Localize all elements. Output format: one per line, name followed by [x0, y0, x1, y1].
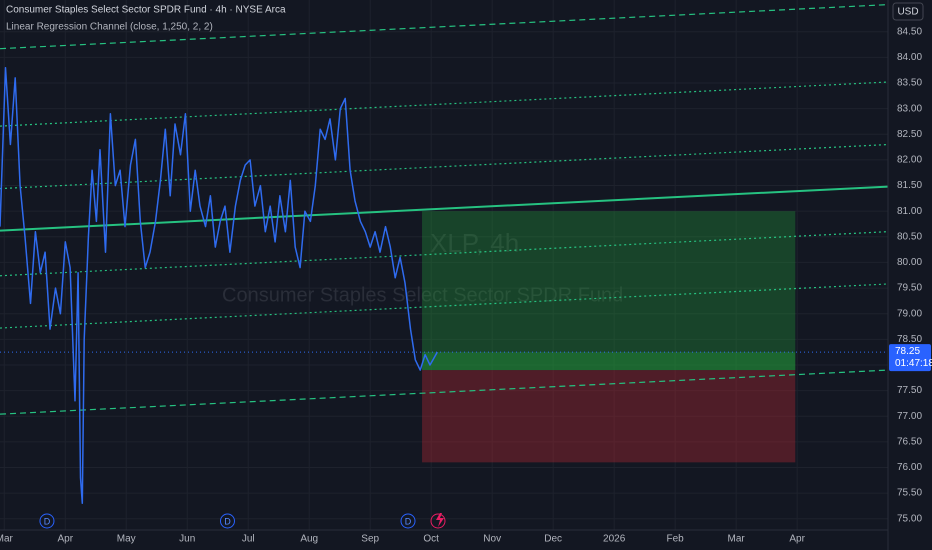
y-tick-label: 79.50 — [897, 283, 922, 294]
y-tick-label: 76.00 — [897, 462, 922, 473]
currency[interactable]: USD — [897, 7, 918, 18]
channel-line — [0, 231, 889, 277]
y-tick-label: 82.50 — [897, 129, 922, 140]
y-tick-label: 77.00 — [897, 411, 922, 422]
x-tick-label: Sep — [361, 534, 379, 545]
channel-line — [0, 81, 889, 127]
x-tick-label: Oct — [423, 534, 439, 545]
currency-button[interactable] — [892, 2, 924, 21]
loss-zone — [422, 370, 796, 463]
open-pnl — [422, 352, 796, 371]
earnings-icon[interactable] — [436, 513, 444, 527]
x-tick-label: Jul — [242, 534, 255, 545]
event-marker[interactable] — [39, 513, 55, 529]
profit-zone — [422, 211, 796, 371]
event-label: D — [224, 516, 231, 526]
plot — [0, 4, 889, 505]
indicator-label: Linear Regression Channel (close, 1,250,… — [6, 22, 213, 33]
price-line — [0, 66, 438, 505]
x-tick-label: Apr — [57, 534, 73, 545]
x-tick-label: Jun — [179, 534, 195, 545]
y-tick-label: 75.00 — [897, 513, 922, 524]
watermark-name: Consumer Staples Select Sector SPDR Fund — [222, 284, 623, 306]
grid — [0, 0, 888, 530]
y-tick-label: 81.00 — [897, 206, 922, 217]
y-tick-label: 77.50 — [897, 385, 922, 396]
earnings-icon[interactable] — [430, 513, 446, 529]
y-tick-label: 80.00 — [897, 257, 922, 268]
event-label: D — [405, 516, 412, 526]
channel-line — [0, 283, 889, 329]
x-tick-label: May — [117, 534, 136, 545]
last-price-label: 78.25 — [895, 346, 920, 357]
watermark-symbol: XLP, 4h — [430, 228, 519, 258]
y-tick-label: 83.00 — [897, 103, 922, 114]
channel-line — [0, 185, 889, 232]
x-tick-label: Mar — [728, 534, 746, 545]
x-tick-label: Aug — [300, 534, 318, 545]
y-tick-label: 84.50 — [897, 26, 922, 37]
event-label: D — [44, 516, 51, 526]
watermark: XLP, 4h Consumer Staples Select Sector S… — [222, 228, 623, 306]
countdown: 01:47:18 — [895, 358, 932, 369]
x-tick-label: Mar — [0, 534, 14, 545]
event-marker[interactable] — [219, 513, 235, 529]
y-tick-label: 75.50 — [897, 488, 922, 499]
x-tick-label: 2026 — [603, 534, 626, 545]
last-price-tag — [889, 344, 931, 372]
x-tick-label: Dec — [544, 534, 562, 545]
channel-line — [0, 4, 889, 50]
y-tick-label: 82.00 — [897, 155, 922, 166]
y-tick-label: 79.00 — [897, 308, 922, 319]
y-tick-label: 84.00 — [897, 52, 922, 63]
x-tick-label: Nov — [483, 534, 501, 545]
y-tick-label: 80.50 — [897, 231, 922, 242]
event-marker[interactable] — [400, 513, 416, 529]
y-tick-label: 76.50 — [897, 436, 922, 447]
y-tick-label: 78.50 — [897, 334, 922, 345]
y-tick-label: 83.50 — [897, 78, 922, 89]
channel-line — [0, 143, 889, 190]
x-tick-label: Apr — [789, 534, 805, 545]
y-tick-label: 81.50 — [897, 180, 922, 191]
channel-line — [0, 369, 889, 415]
x-tick-label: Feb — [667, 534, 685, 545]
chart-title: Consumer Staples Select Sector SPDR Fund… — [6, 5, 286, 16]
